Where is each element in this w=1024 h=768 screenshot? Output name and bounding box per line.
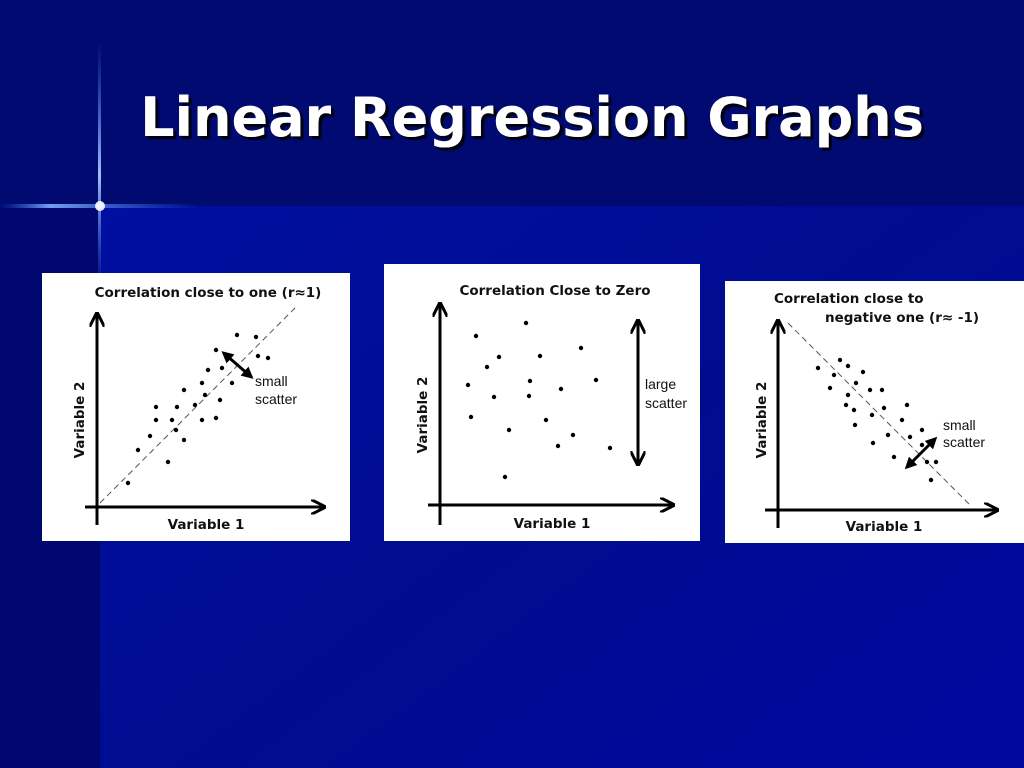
x-label: Variable 1 (846, 519, 923, 535)
panel-title: negative one (r≈ -1) (825, 310, 979, 326)
flare-h (0, 204, 500, 208)
annotation: large (645, 376, 676, 392)
annotation: small (943, 417, 976, 433)
panel-title: Correlation close to one (r≈1) (95, 285, 322, 301)
panel: Correlation close to one (r≈1) small sca… (42, 273, 350, 541)
scatter-arrow (904, 436, 938, 470)
trend-line (99, 304, 299, 504)
panel: Correlation Close to Zero large scatter … (384, 264, 700, 541)
annotation: scatter (943, 434, 985, 450)
y-label: Variable 2 (415, 377, 431, 454)
x-label: Variable 1 (168, 517, 245, 533)
trend-line (787, 322, 971, 506)
dots (465, 320, 613, 480)
slide-title: Linear Regression Graphs (140, 86, 924, 149)
annotation: small (255, 373, 288, 389)
annotation: scatter (255, 391, 297, 407)
y-label: Variable 2 (72, 382, 88, 459)
annotation: scatter (645, 395, 687, 411)
y-label: Variable 2 (754, 382, 770, 459)
panel: Correlation close to negative one (r≈ -1… (725, 281, 1024, 543)
panel-title: Correlation close to (774, 291, 924, 307)
header-band (0, 0, 1024, 206)
panel-title: Correlation Close to Zero (459, 283, 650, 299)
x-label: Variable 1 (514, 516, 591, 532)
flare-center (95, 201, 105, 211)
scatter-arrow (221, 351, 254, 379)
